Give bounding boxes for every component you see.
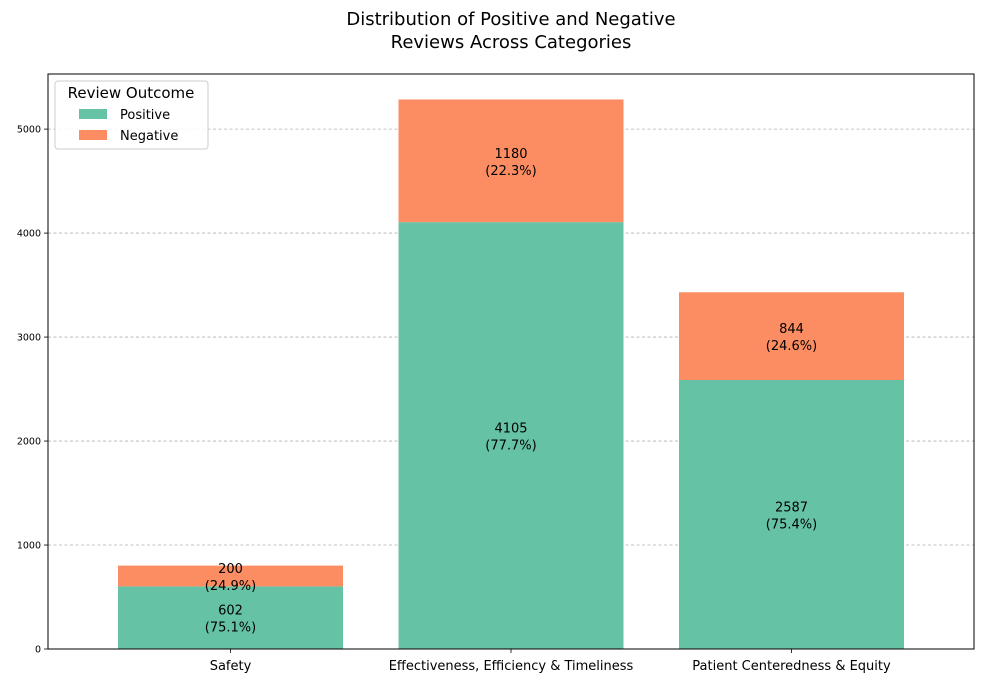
y-tick-label: 2000 (17, 437, 41, 448)
bar-positive (679, 380, 904, 649)
x-tick-label: Safety (210, 659, 252, 674)
data-label: 1180 (22.3%) (485, 147, 536, 179)
data-label: 602 (75.1%) (205, 604, 256, 636)
legend-label-positive: Positive (120, 108, 170, 123)
y-axis: 0 1000 2000 3000 4000 5000 (17, 125, 48, 656)
legend: Review Outcome Positive Negative (54, 80, 209, 150)
chart-title-line: Distribution of Positive and Negative (346, 9, 675, 30)
y-tick-label: 1000 (17, 541, 41, 552)
bar-negative (679, 292, 904, 381)
x-tick-label: Effectiveness, Efficiency & Timeliness (389, 659, 634, 674)
data-label: 4105 (77.7%) (485, 422, 536, 454)
legend-swatch-positive (79, 109, 107, 119)
chart-title-line: Reviews Across Categories (391, 32, 632, 53)
y-tick-label: 3000 (17, 333, 41, 344)
legend-label-negative: Negative (120, 129, 178, 144)
data-label: 200 (24.9%) (205, 562, 256, 594)
bar-positive (398, 222, 624, 650)
bar-negative (118, 565, 343, 587)
bar-positive (118, 586, 343, 649)
chart-title: Distribution of Positive and NegativeRev… (346, 9, 675, 53)
data-label: 844 (24.6%) (766, 322, 817, 354)
y-tick-label: 4000 (17, 229, 41, 240)
x-tick-label: Patient Centeredness & Equity (692, 659, 891, 674)
legend-title: Review Outcome (68, 84, 195, 102)
y-tick-label: 5000 (17, 125, 41, 136)
data-label: 2587 (75.4%) (766, 501, 817, 533)
x-axis: Safety Effectiveness, Efficiency & Timeli… (210, 649, 891, 674)
y-tick-label: 0 (35, 645, 41, 656)
legend-swatch-negative (79, 130, 107, 140)
bar-labels: 602 (75.1%) 200 (24.9%) 4105 (77.7%) 1180 (22.3… (205, 147, 817, 636)
bars (118, 99, 904, 650)
bar-negative (398, 99, 624, 223)
